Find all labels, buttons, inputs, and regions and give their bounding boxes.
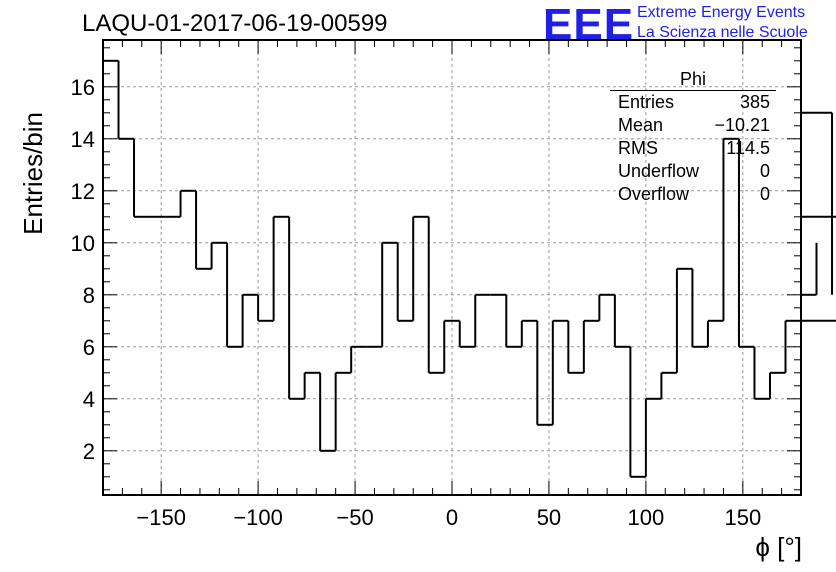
x-tick-label: −100 [233,505,283,530]
y-tick-label: 6 [83,335,95,360]
logo-line-1: Extreme Energy Events [637,4,806,21]
stats-value: −10.21 [714,115,770,135]
stats-value: 385 [739,92,770,112]
x-axis-label: ϕ [°] [755,532,802,562]
stats-row-rms: RMS 114.5 [610,137,776,160]
y-tick-label: 12 [71,179,95,204]
stats-label: Mean [618,115,664,135]
x-tick-label: 50 [537,505,561,530]
logo-line-2: La Scienza nelle Scuole [637,24,808,41]
stats-label: RMS [618,138,658,158]
axis-ticks [102,40,802,495]
stats-box: Phi Entries 385 Mean −10.21 RMS 114.5 Un… [610,70,776,206]
y-axis-label: Entries/bin [18,112,48,235]
stats-row-overflow: Overflow 0 [610,183,776,206]
x-tick-label: 100 [628,505,665,530]
x-tick-label: 150 [724,505,761,530]
x-tick-label: 0 [446,505,458,530]
stats-value: 114.5 [726,138,770,158]
stats-title: Phi [610,70,776,91]
y-tick-label: 14 [71,127,95,152]
stats-row-mean: Mean −10.21 [610,114,776,137]
eee-logo-icon: EEE [543,0,635,49]
stats-value: 0 [759,161,770,181]
stats-label: Entries [618,92,675,112]
stats-value: 0 [759,184,770,204]
axis-tick-labels: −150 −100 −50 0 50 100 150 2 4 6 8 10 12 14 16 [71,75,762,530]
chart-title: LAQU-01-2017-06-19-00599 [82,10,388,37]
y-tick-label: 10 [71,231,95,256]
y-tick-label: 4 [83,387,95,412]
stats-label: Underflow [618,161,700,181]
x-tick-label: −50 [336,505,373,530]
histogram-bars [103,59,836,478]
y-tick-label: 16 [71,75,95,100]
stats-row-underflow: Underflow 0 [610,160,776,183]
x-tick-label: −150 [136,505,186,530]
y-tick-label: 2 [83,439,95,464]
y-tick-label: 8 [83,283,95,308]
stats-row-entries: Entries 385 [610,91,776,114]
stats-label: Overflow [618,184,690,204]
